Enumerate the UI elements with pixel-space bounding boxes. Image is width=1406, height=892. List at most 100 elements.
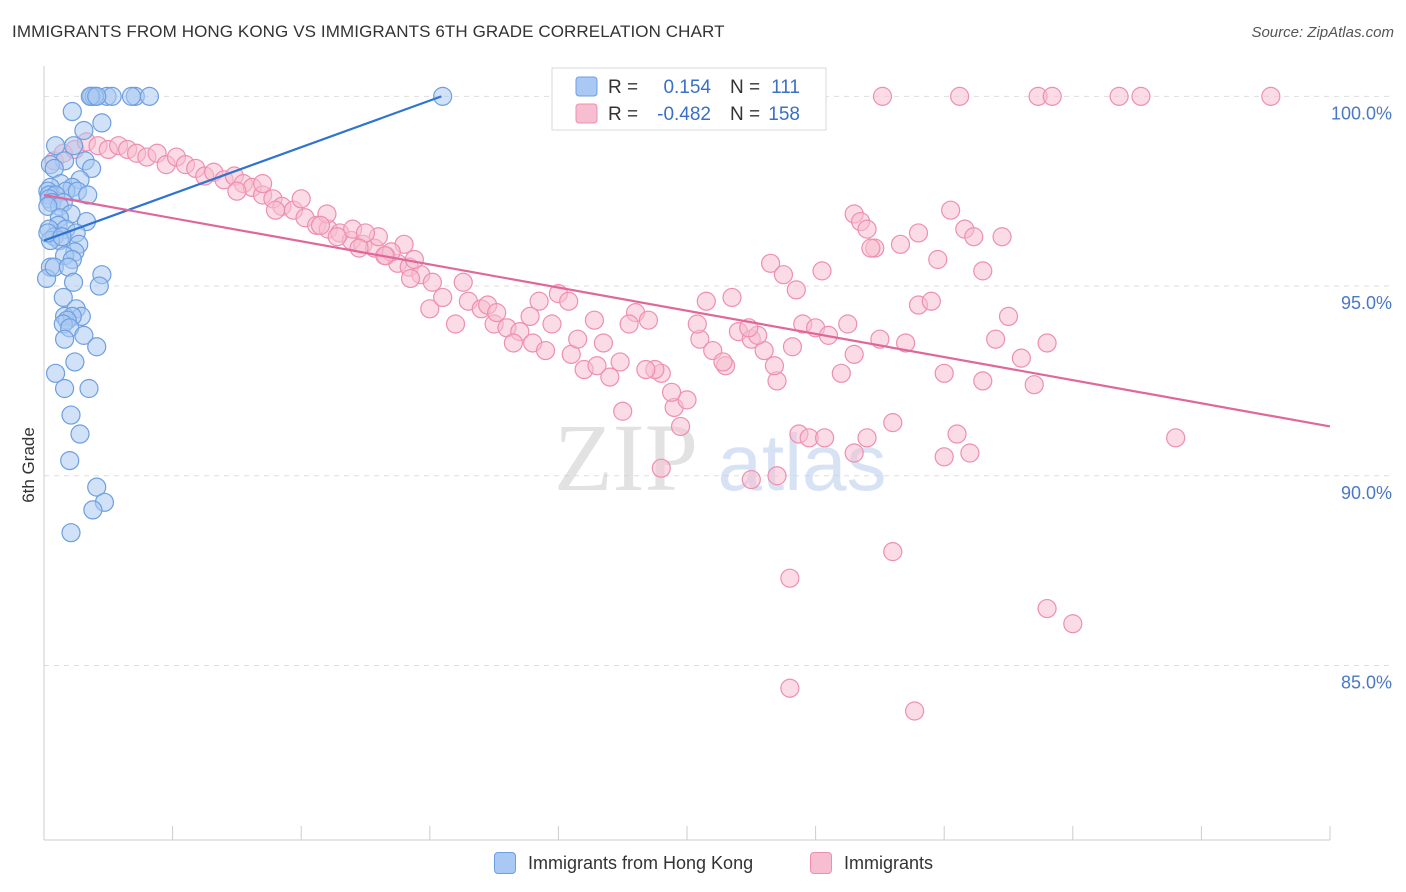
point-s1-129 [973, 371, 993, 391]
point-s0-57 [89, 276, 109, 296]
legend-r-label-1: R = [608, 77, 638, 98]
tick-labels: 100.0%95.0%90.0%85.0%0.0%100.0% [1331, 103, 1392, 692]
series-hong-kong-points [36, 86, 453, 543]
point-s1-114 [973, 261, 993, 281]
point-s1-134 [812, 261, 832, 281]
point-s1-126 [934, 363, 954, 383]
point-s1-118 [831, 363, 851, 383]
point-s1-86 [420, 299, 440, 319]
point-s1-107 [857, 219, 877, 239]
trend-line-1 [43, 193, 1331, 428]
legend-r-value-1: 0.154 [663, 77, 711, 98]
point-s1-159 [1037, 598, 1057, 619]
point-s0-29 [78, 185, 98, 205]
point-s0-69 [65, 352, 85, 372]
point-s1-158 [780, 568, 800, 588]
legend-n-label-2: N = [730, 104, 760, 125]
point-s1-99 [722, 287, 742, 308]
legend-r-label-2: R = [608, 104, 638, 125]
point-s1-143 [584, 310, 605, 330]
point-s1-144 [610, 352, 630, 372]
stats-legend: R = 0.154 N = 111 R = -0.482 N = 158 [551, 67, 827, 131]
point-s0-34 [38, 196, 58, 216]
point-s1-163 [1166, 428, 1186, 448]
legend-swatch-hong-kong [575, 76, 598, 97]
point-s0-12 [74, 120, 94, 141]
point-s0-19 [81, 158, 102, 179]
point-s0-68 [87, 337, 107, 357]
series-legend: Immigrants from Hong Kong Immigrants [0, 852, 1406, 878]
point-s1-164 [815, 428, 835, 448]
point-s1-120 [857, 428, 877, 448]
legend-r-value-2: -0.482 [657, 104, 711, 125]
point-s1-54 [291, 189, 311, 209]
point-s1-153 [741, 469, 761, 490]
point-s0-76 [87, 477, 107, 497]
legend-label-hong-kong: Immigrants from Hong Kong [528, 852, 754, 873]
point-s1-130 [986, 329, 1006, 349]
point-s1-95 [619, 314, 639, 334]
point-s1-151 [782, 337, 803, 357]
point-s0-73 [61, 405, 81, 425]
y-tick-label-3: 85.0% [1341, 672, 1392, 692]
point-s0-67 [54, 329, 75, 349]
point-s1-148 [713, 352, 733, 372]
point-s1-155 [844, 443, 864, 463]
point-s1-4 [1109, 86, 1129, 106]
point-s1-136 [992, 227, 1012, 247]
point-s1-139 [1037, 333, 1057, 353]
point-s0-11 [92, 113, 112, 133]
point-s0-9 [433, 86, 453, 106]
point-s0-79 [61, 523, 81, 543]
point-s1-150 [764, 356, 785, 376]
point-s1-0 [872, 86, 893, 106]
point-s1-131 [998, 306, 1019, 327]
point-s1-125 [921, 291, 941, 311]
point-s1-88 [445, 314, 466, 334]
legend-swatch [810, 852, 832, 874]
trend-lines [43, 95, 1331, 428]
point-s1-73 [613, 401, 633, 421]
point-s1-87 [433, 287, 453, 308]
point-s0-14 [63, 136, 84, 156]
point-s1-59 [400, 268, 421, 289]
point-s0-8 [87, 86, 107, 106]
point-s1-78 [677, 390, 697, 410]
legend-n-value-2: 158 [768, 104, 800, 125]
point-s1-132 [1011, 348, 1031, 368]
legend-swatch-immigrants [575, 103, 598, 124]
point-s1-5 [1131, 86, 1151, 106]
point-s1-119 [844, 344, 864, 364]
point-s1-122 [883, 413, 903, 433]
point-s1-137 [890, 234, 911, 254]
point-s1-67 [535, 340, 556, 361]
point-s1-103 [786, 280, 806, 300]
legend-swatch [494, 852, 516, 874]
point-s1-6 [1261, 86, 1281, 106]
legend-n-value-1: 111 [771, 77, 800, 98]
point-s1-91 [529, 291, 549, 311]
point-s1-138 [861, 238, 881, 258]
point-s1-102 [773, 265, 794, 285]
point-s1-113 [964, 227, 984, 247]
point-s1-141 [520, 306, 540, 327]
point-s1-128 [960, 443, 980, 463]
point-s1-44 [422, 272, 442, 292]
point-s1-45 [265, 200, 286, 220]
point-s0-70 [45, 363, 66, 383]
point-s1-142 [559, 291, 579, 311]
point-s1-60 [453, 272, 473, 292]
point-s1-135 [838, 314, 858, 334]
point-s1-98 [696, 291, 716, 311]
point-s1-90 [503, 333, 523, 353]
point-s1-71 [587, 356, 607, 376]
point-s0-72 [79, 378, 99, 399]
point-s1-111 [941, 200, 961, 220]
point-s1-57 [349, 238, 369, 258]
y-tick-label-2: 90.0% [1341, 483, 1392, 503]
point-s1-123 [896, 333, 916, 353]
point-s1-109 [908, 223, 929, 243]
point-s1-161 [780, 678, 800, 698]
y-axis-label: 6th Grade [19, 427, 38, 503]
point-s1-72 [600, 367, 620, 387]
